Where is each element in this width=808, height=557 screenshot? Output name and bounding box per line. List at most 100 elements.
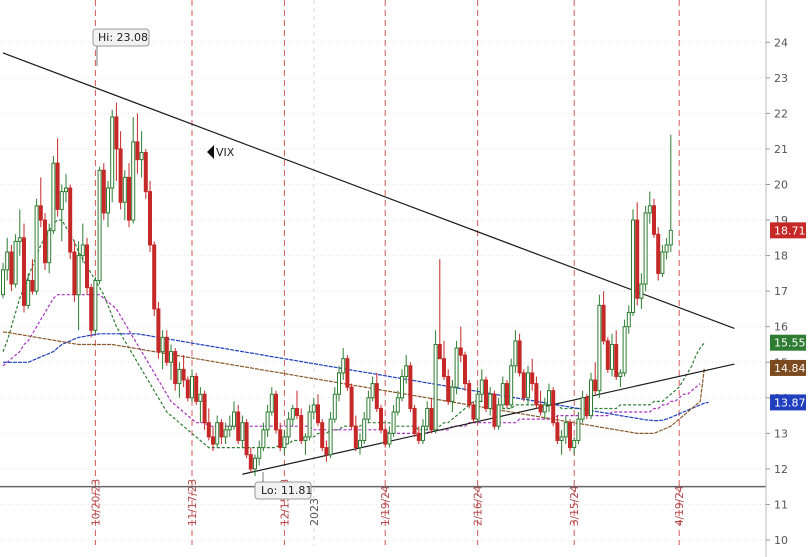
candle xyxy=(408,362,413,413)
candle xyxy=(324,440,329,462)
candle xyxy=(93,276,98,334)
candle xyxy=(227,415,232,437)
candle xyxy=(215,415,220,448)
candle xyxy=(303,433,308,455)
candle xyxy=(76,241,81,331)
candle xyxy=(383,426,388,448)
date-label: 1/19/24 xyxy=(380,485,392,526)
candle xyxy=(442,340,446,381)
candle xyxy=(614,330,619,381)
price-tag: 18.71 xyxy=(770,222,806,239)
candle xyxy=(454,340,459,395)
candle xyxy=(181,355,186,388)
candle xyxy=(555,415,560,445)
candle xyxy=(542,397,547,420)
candle xyxy=(559,429,564,455)
price-tag-label: 14.84 xyxy=(774,362,806,375)
candle xyxy=(358,433,362,455)
candle xyxy=(374,372,379,413)
candle xyxy=(190,369,194,402)
candle xyxy=(400,369,404,402)
candle xyxy=(492,390,497,430)
candle xyxy=(257,440,262,466)
candle xyxy=(610,333,614,377)
candle xyxy=(156,301,161,359)
candle xyxy=(185,376,190,402)
candle xyxy=(59,184,64,242)
candle xyxy=(332,387,337,423)
candle xyxy=(458,326,463,363)
date-label: 2/16/24 xyxy=(473,485,485,526)
candle xyxy=(17,209,22,256)
candle xyxy=(169,344,173,381)
candle xyxy=(164,330,169,366)
candle xyxy=(320,419,325,452)
candle xyxy=(47,223,52,274)
candle xyxy=(173,348,178,391)
candle xyxy=(122,170,127,221)
y-tick-label: 11 xyxy=(774,498,788,511)
candle xyxy=(244,419,249,459)
candle xyxy=(135,113,140,174)
candle xyxy=(488,387,493,416)
candle xyxy=(68,184,73,260)
candle xyxy=(635,202,640,306)
candle xyxy=(639,273,644,309)
candle xyxy=(1,262,5,299)
price-tags: 18.71 15.55 14.84 13.87 xyxy=(770,222,806,411)
date-label: 10/20/23 xyxy=(90,479,102,526)
price-tag: 15.55 xyxy=(770,334,806,351)
price-tag-bg xyxy=(770,394,806,411)
candle xyxy=(605,337,610,373)
candle xyxy=(568,419,572,452)
moving-average-line xyxy=(2,294,701,434)
candle xyxy=(479,369,484,402)
candle xyxy=(547,383,551,413)
date-label: 3/15/24 xyxy=(569,485,581,526)
trendlines xyxy=(2,52,735,475)
candle xyxy=(467,380,472,409)
candle xyxy=(370,376,375,402)
symbol-text: VIX xyxy=(216,146,235,159)
candle xyxy=(177,362,182,398)
candle xyxy=(379,404,383,434)
candle xyxy=(593,362,598,395)
candle xyxy=(589,372,593,420)
candle xyxy=(563,415,568,445)
candle xyxy=(601,291,606,345)
candles xyxy=(1,102,673,477)
y-tick-label: 21 xyxy=(774,143,788,156)
candle xyxy=(89,284,94,338)
candle xyxy=(433,330,438,434)
candle xyxy=(345,355,350,391)
candle xyxy=(118,131,123,210)
moving-average-line xyxy=(3,333,709,422)
candle xyxy=(475,387,480,423)
price-tag: 13.87 xyxy=(770,394,806,411)
candle xyxy=(202,390,207,430)
candle xyxy=(425,401,430,430)
candle xyxy=(572,436,577,455)
date-label: 11/17/23 xyxy=(187,479,199,526)
candle xyxy=(341,348,346,381)
candle xyxy=(362,412,367,445)
candle xyxy=(429,397,434,434)
candle xyxy=(618,369,623,388)
y-tick-label: 20 xyxy=(774,179,788,192)
candle xyxy=(437,259,442,360)
candle xyxy=(5,237,10,281)
candle xyxy=(34,198,39,295)
hi-callout: Hi: 23.08 xyxy=(92,28,150,66)
candle xyxy=(131,116,136,224)
candle xyxy=(232,401,236,430)
y-tick-label: 12 xyxy=(774,463,788,476)
candle xyxy=(446,369,451,405)
candle xyxy=(450,380,455,413)
left-arrow-icon xyxy=(207,145,214,159)
candle xyxy=(240,415,245,448)
candle xyxy=(139,131,144,178)
candle xyxy=(652,198,656,238)
candle xyxy=(517,333,522,377)
candle xyxy=(668,134,673,253)
